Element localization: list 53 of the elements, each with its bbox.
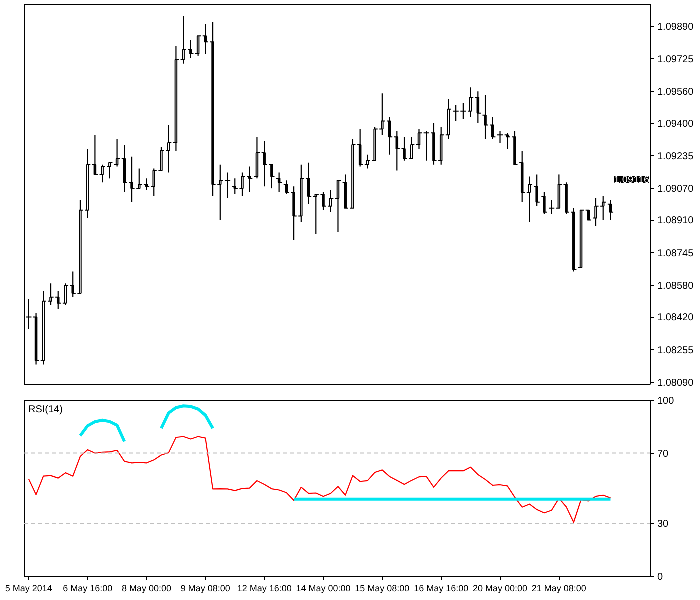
candlestick xyxy=(445,98,452,140)
line-series xyxy=(160,404,215,430)
x-tick-label: 20 May 00:00 xyxy=(472,584,528,594)
y-tick-label: 1.08910 xyxy=(658,216,694,227)
candlestick xyxy=(519,150,526,203)
chart-title: RSI(14) xyxy=(28,404,63,416)
x-tick-label: 5 May 2014 xyxy=(5,584,52,594)
candlestick xyxy=(607,200,614,221)
line-series xyxy=(28,436,612,524)
x-tick-label: 8 May 00:00 xyxy=(122,584,172,594)
y-tick-label: 1.09235 xyxy=(658,151,694,162)
y-tick-label: 0 xyxy=(658,572,664,583)
y-tick-label: 1.08580 xyxy=(658,281,694,292)
y-tick-label: 100 xyxy=(658,396,675,407)
y-tick-label: 70 xyxy=(658,448,670,460)
x-tick-label: 9 May 08:00 xyxy=(180,584,230,594)
candlestick xyxy=(416,128,423,150)
candlestick xyxy=(305,162,312,205)
y-tick-label: 30 xyxy=(658,519,670,530)
candlestick xyxy=(534,174,540,207)
x-tick-label: 21 May 08:00 xyxy=(532,584,586,594)
candlestick xyxy=(526,176,534,223)
x-tick-label: 6 May 16:00 xyxy=(63,584,113,594)
y-tick-label: 1.08420 xyxy=(658,312,694,324)
y-tick-label: 1.09890 xyxy=(658,22,694,33)
candlestick xyxy=(364,154,371,170)
candlestick xyxy=(474,91,482,124)
x-tick-label: 14 May 00:00 xyxy=(296,584,351,594)
candlestick xyxy=(114,138,121,168)
candlestick xyxy=(334,180,342,233)
candlestick xyxy=(254,136,261,180)
candlestick xyxy=(62,283,70,306)
candlestick xyxy=(172,46,180,152)
candlestick xyxy=(496,130,504,144)
candlestick xyxy=(276,172,283,194)
candlestick xyxy=(224,172,232,200)
candlestick xyxy=(143,178,150,192)
y-tick-label: 1.08745 xyxy=(658,248,694,260)
y-tick-label: 1.09725 xyxy=(658,54,694,66)
candlestick xyxy=(468,87,474,118)
y-tick-label: 1.09560 xyxy=(658,87,694,98)
line-series xyxy=(78,418,126,444)
candlestick xyxy=(548,200,556,215)
x-tick-label: 16 May 16:00 xyxy=(414,584,469,594)
x-tick-label: 12 May 16:00 xyxy=(237,584,292,594)
y-tick-label: 1.08090 xyxy=(658,378,694,390)
y-tick-label: 1.09070 xyxy=(658,184,694,196)
y-tick-label: 1.08255 xyxy=(658,345,694,356)
candlestick xyxy=(578,210,585,268)
candlestick xyxy=(32,312,40,366)
y-tick-label: 1.09400 xyxy=(658,118,694,130)
x-tick-label: 15 May 08:00 xyxy=(355,584,410,594)
annotation: 1.09116 xyxy=(614,174,650,186)
